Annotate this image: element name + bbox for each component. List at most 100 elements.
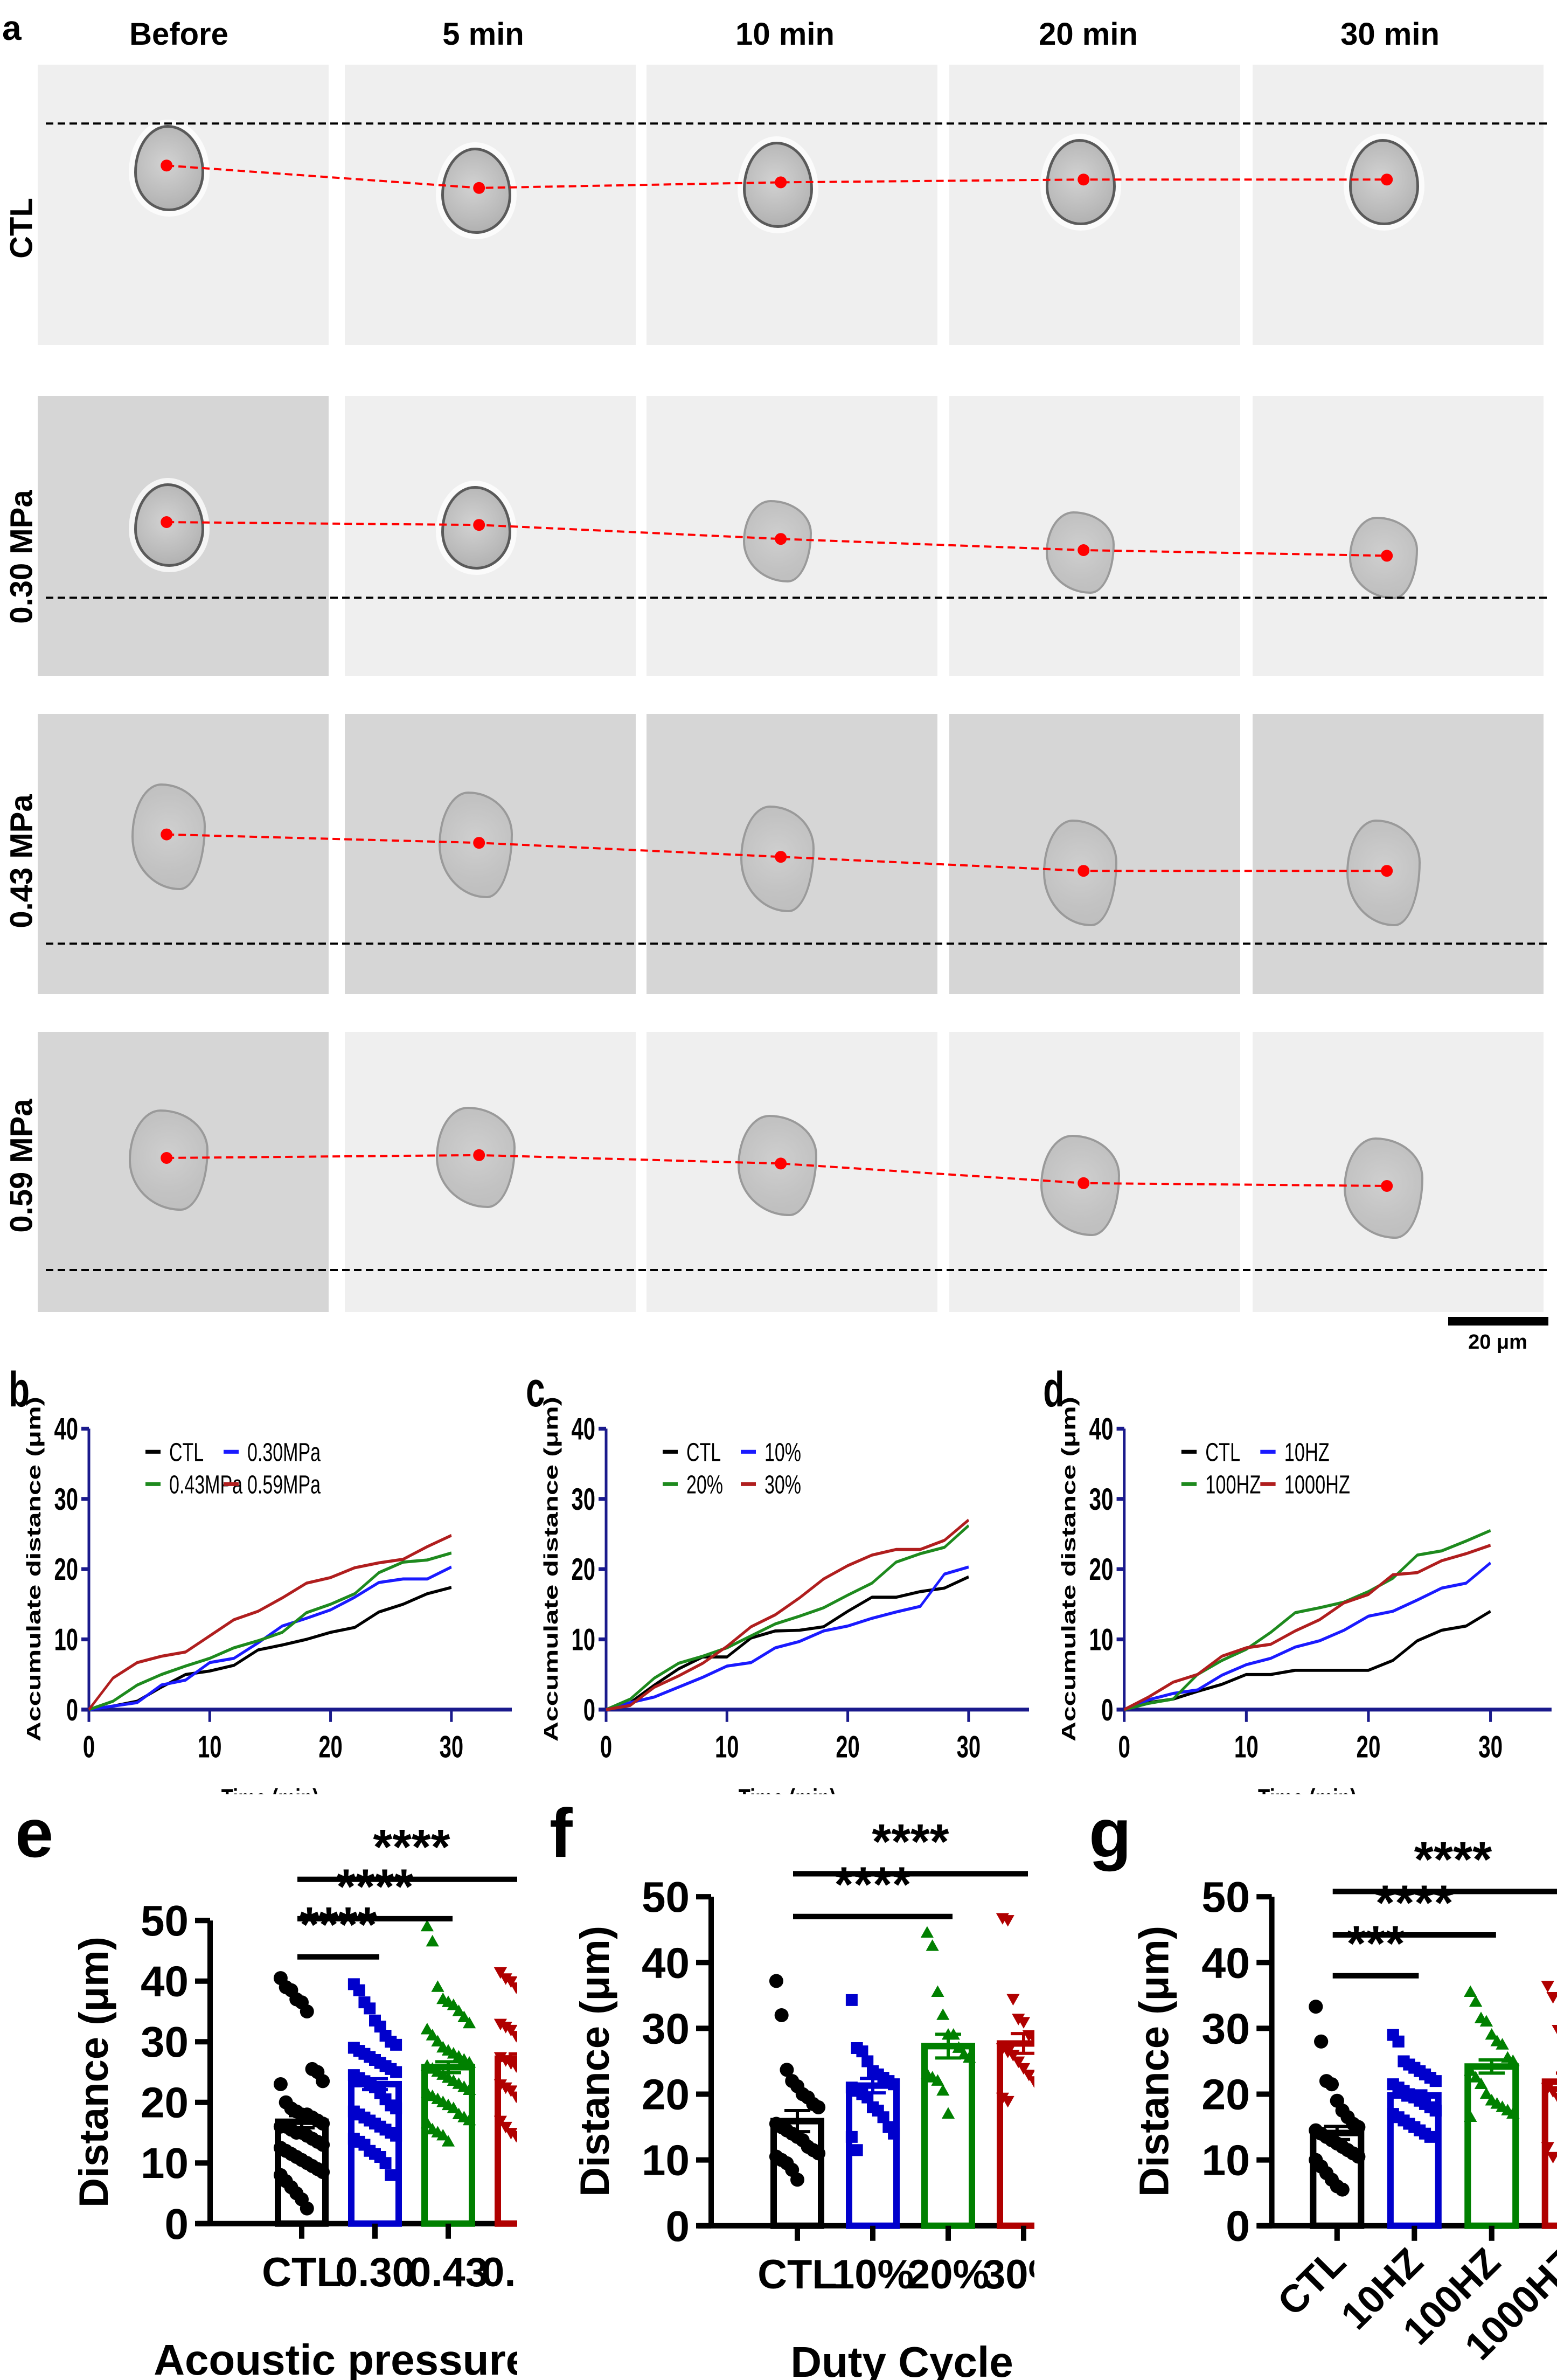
data-point [426,2029,439,2041]
data-point [769,1974,783,1988]
significance-label: **** [300,1897,377,1953]
bar-group-ctl [769,1974,826,2229]
significance-label: **** [336,1859,413,1914]
bar-group-10hz [1387,2029,1442,2229]
legend-label: 1000HZ [1284,1470,1350,1499]
significance-label: **** [872,1814,949,1869]
series-line-10 [606,1565,969,1711]
data-point [952,2041,965,2053]
y-tick-label: 10 [572,1623,595,1657]
x-tick-label: 0 [600,1730,612,1764]
legend-label: CTL [169,1437,204,1466]
data-point [1479,2087,1493,2099]
y-tick-label: 0 [1101,1693,1113,1727]
series-line-ctl [606,1575,969,1711]
y-tick-label: 50 [141,1897,189,1945]
data-point [1006,1994,1020,2006]
y-axis-label: Accumulate distance (μm) [23,1397,45,1741]
y-tick-label: 40 [141,1958,189,2006]
y-tick-label: 0 [583,1693,595,1727]
x-tick-label: CTL [262,2250,342,2295]
data-point [856,2045,868,2058]
y-tick-label: 30 [54,1482,78,1517]
data-point [790,2173,804,2187]
data-point [316,2138,330,2152]
data-point [504,2128,517,2140]
data-point [1001,2046,1014,2058]
cell-centroid-marker [775,176,787,189]
micrograph [647,65,937,345]
data-point [364,2002,376,2015]
series-line-100hz [1124,1529,1491,1711]
data-point [420,2023,434,2035]
legend-label: 0.59MPa [247,1469,321,1498]
y-axis-label: Accumulate distance (μm) [540,1397,562,1741]
cell-centroid-marker [775,851,787,863]
data-point [1033,2083,1034,2086]
cell-centroid-marker [1381,865,1393,877]
data-point [861,2055,874,2067]
cell [441,147,512,234]
bar-group-030 [347,1978,402,2227]
y-tick-label: 40 [572,1412,595,1446]
data-point [447,2101,460,2113]
data-point [1541,2083,1554,2094]
bar [1464,2063,1519,2229]
y-tick-label: 10 [642,2136,690,2184]
panel-letter-a: a [2,9,22,47]
y-tick-label: 10 [1201,2136,1250,2185]
x-axis-label: Time (min) [739,1784,836,1794]
x-tick-label: 20 [318,1730,342,1764]
panel-letter-g: g [1089,1795,1131,1872]
migration-track [166,1154,1387,1187]
y-tick-label: 40 [1089,1412,1114,1447]
data-point [936,2084,950,2096]
x-axis-label: Time (min) [221,1784,319,1794]
x-tick-label: 20 [836,1730,859,1764]
data-point [1552,2025,1557,2035]
data-point [811,2146,826,2161]
data-point [463,2083,476,2095]
x-tick-label: 0.43 [408,2250,488,2295]
cell-centroid-marker [473,182,485,194]
data-point [426,1934,439,1947]
data-point [888,2127,900,2140]
data-point [431,1980,444,1992]
micrograph [345,1032,636,1312]
data-point [385,2169,397,2181]
data-point [931,2074,944,2086]
x-tick-label: 30% [983,2252,1034,2298]
cell-centroid-marker [473,837,485,849]
data-point [504,2085,517,2097]
migration-track [166,164,1387,189]
data-point [420,1919,434,1932]
x-tick-label: 0.59 [482,2250,517,2295]
x-tick-label: 0.30 [335,2250,415,2295]
y-tick-label: 10 [141,2139,189,2187]
chart-e: e 0 10 20 30 40 50 Distance (μm) CTL0.300.430.59… [15,1795,517,2380]
data-point [1424,2131,1437,2143]
micrograph [1253,714,1544,994]
y-tick-label: 20 [642,2071,690,2119]
data-point [1017,2063,1031,2075]
cell [1349,516,1419,599]
data-point [493,2052,507,2064]
x-tick-label: 0 [1118,1730,1130,1765]
data-point [1541,1981,1554,1993]
data-point [493,1967,507,1979]
y-tick-label: 20 [1201,2071,1250,2119]
data-point [1309,2000,1323,2014]
data-point [1324,2077,1339,2092]
column-header-30min: 30 min [1340,17,1440,52]
data-point [1469,1995,1483,2007]
data-point [510,2091,517,2104]
y-axis-label: Distance (μm) [572,1926,618,2197]
data-point [463,2016,476,2029]
data-point [941,2107,955,2119]
column-header-20min: 20 min [1039,17,1138,52]
x-tick-label: 30 [440,1730,463,1764]
data-point [452,2004,465,2016]
data-point [499,2022,512,2034]
data-point [499,2082,512,2094]
